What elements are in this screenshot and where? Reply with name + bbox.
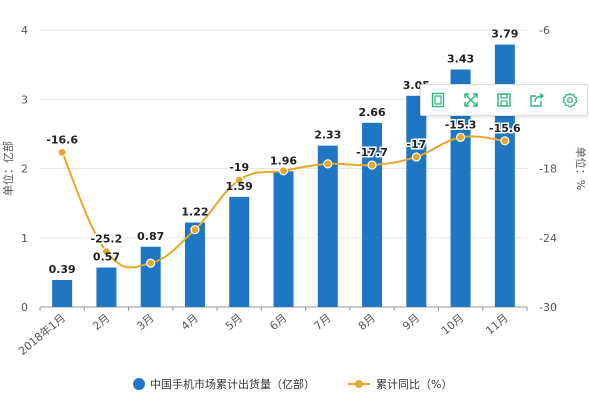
bar-value-label: 2.66 [358, 106, 385, 119]
y-right-tick-label: -6 [539, 24, 550, 37]
y-right-tick-label: -18 [539, 163, 557, 176]
line-value-label: -15.6 [489, 122, 521, 135]
line-value-label: -16.6 [46, 133, 78, 146]
y-right-axis-title: 单位：% [574, 147, 588, 190]
x-tick-label: 3月 [134, 311, 156, 333]
bar [229, 196, 250, 307]
y-left-tick-label: 2 [21, 163, 28, 176]
legend-bar-label: 中国手机市场累计出货量（亿部） [150, 377, 315, 391]
bar-value-label: 2.33 [314, 129, 341, 142]
settings-icon[interactable] [559, 89, 581, 111]
x-tick-label: 5月 [223, 311, 245, 333]
line-point [57, 147, 67, 157]
bar [317, 145, 338, 307]
x-tick-label: 9月 [400, 311, 422, 333]
chart-toolbar [420, 84, 588, 116]
bar [362, 122, 383, 307]
line-point [101, 247, 112, 257]
bar [184, 222, 205, 307]
x-tick-label: 2月 [90, 311, 112, 333]
bar-value-label: 0.87 [137, 230, 164, 243]
y-left-tick-label: 4 [21, 24, 28, 37]
bar-value-label: 3.43 [447, 52, 474, 65]
x-tick-label: 8月 [356, 311, 378, 333]
bar-value-label: 1.59 [226, 180, 253, 193]
line-value-label: -25.2 [91, 233, 123, 246]
bar-value-label: 0.57 [93, 251, 120, 264]
y-left-axis-title: 单位：亿部 [1, 141, 15, 196]
x-tick-label: 7月 [312, 311, 334, 333]
bar [406, 95, 427, 307]
y-left-tick-label: 0 [21, 301, 28, 314]
series-line [61, 135, 505, 269]
line-value-label: -17 [406, 138, 426, 151]
line-point [323, 159, 333, 169]
save-icon[interactable] [493, 89, 515, 111]
line-point [146, 258, 156, 268]
bar [140, 246, 161, 307]
bar [273, 171, 294, 307]
y-right-tick-label: -24 [539, 232, 557, 245]
bar-value-label: 0.39 [49, 263, 76, 276]
line-point [190, 225, 200, 235]
line-point [455, 132, 466, 142]
zoom-icon[interactable] [460, 89, 482, 111]
x-tick-label: 4月 [179, 311, 201, 333]
line-value-label: -19 [229, 161, 249, 174]
line-value-label: -17.7 [356, 146, 388, 159]
line-point [278, 166, 289, 176]
legend-bar-swatch [133, 378, 145, 390]
y-left-tick-label: 3 [21, 93, 28, 106]
x-tick-label: 10月 [439, 311, 467, 337]
x-tick-label: 6月 [267, 311, 289, 333]
y-right-tick-label: -30 [539, 301, 557, 314]
bar-value-label: 1.96 [270, 154, 297, 167]
y-left-tick-label: 1 [21, 232, 28, 245]
share-icon[interactable] [526, 89, 548, 111]
bar [52, 279, 73, 307]
line-point [411, 152, 421, 162]
line-value-label: -15.3 [445, 118, 477, 131]
bar [96, 267, 117, 307]
line-point [500, 136, 510, 146]
data-view-icon[interactable] [427, 89, 449, 111]
legend-line-label: 累计同比（%） [376, 378, 452, 391]
bar-value-label: 1.22 [181, 206, 208, 219]
bar-value-label: 3.79 [491, 28, 518, 41]
x-tick-label: 11月 [483, 311, 511, 337]
bar [450, 69, 471, 307]
x-tick-label: 2018年1月 [15, 311, 68, 358]
line-point [234, 175, 244, 185]
legend-line-swatch-point [355, 380, 363, 388]
line-point [367, 160, 377, 170]
